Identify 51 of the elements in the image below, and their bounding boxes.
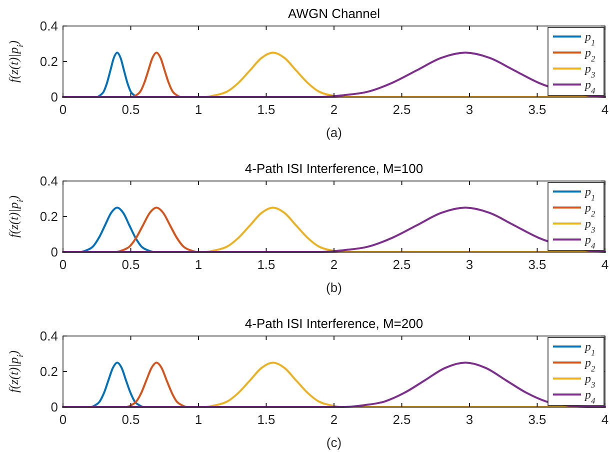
legend-label: p$_{1}$ (584, 184, 596, 202)
x-tick-label: 2 (330, 257, 338, 272)
x-tick-label: 3.5 (528, 257, 546, 272)
chart-title: 4-Path ISI Interference, M=100 (244, 161, 424, 176)
x-tick-label: 1.5 (257, 257, 276, 272)
y-tick-label: 0 (50, 244, 58, 260)
chart-title: AWGN Channel (288, 6, 380, 21)
legend-label: p$_{1}$ (584, 30, 596, 47)
legend-label: p$_{4}$ (584, 232, 596, 250)
x-axis-title: (c) (326, 435, 342, 450)
x-tick-label: 2 (330, 412, 338, 427)
x-tick-label: 1 (194, 412, 202, 427)
y-tick-label: 0.2 (40, 209, 58, 224)
x-tick-label: 3 (466, 102, 474, 117)
legend-label: p$_{4}$ (584, 78, 596, 95)
x-tick-label: 3.5 (528, 412, 546, 427)
x-tick-label: 3 (466, 257, 474, 272)
legend-label: p$_{3}$ (584, 62, 596, 79)
x-tick-label: 0.5 (122, 257, 140, 272)
y-tick-label: 0.4 (40, 18, 58, 34)
x-tick-label: 2.5 (392, 412, 411, 427)
chart-title: 4-Path ISI Interference, M=200 (244, 316, 424, 331)
x-tick-label: 1 (194, 257, 202, 272)
x-tick-label: 4 (601, 257, 609, 272)
x-tick-label: 3 (466, 412, 474, 427)
x-axis-title: (a) (326, 125, 342, 140)
x-tick-label: 3.5 (528, 102, 546, 117)
x-tick-label: 1 (194, 102, 202, 117)
x-tick-label: 1.5 (257, 102, 276, 117)
x-tick-label: 1.5 (257, 412, 276, 427)
x-tick-label: 2 (330, 102, 338, 117)
x-tick-label: 2.5 (392, 102, 411, 117)
legend-label: p$_{3}$ (584, 372, 596, 389)
x-tick-label: 0.5 (122, 102, 140, 117)
x-tick-label: 0.5 (122, 412, 140, 427)
y-tick-label: 0.4 (40, 328, 58, 344)
x-tick-label: 4 (601, 412, 609, 427)
legend-label: p$_{2}$ (584, 200, 596, 218)
x-axis-title: (b) (326, 280, 342, 295)
y-tick-label: 0.2 (40, 364, 58, 379)
legend-label: p$_{2}$ (584, 356, 596, 373)
y-tick-label: 0.4 (40, 174, 58, 188)
legend-label: p$_{3}$ (584, 216, 596, 234)
y-tick-label: 0 (50, 90, 58, 104)
legend-label: p$_{4}$ (584, 388, 596, 405)
legend-label: p$_{1}$ (584, 340, 596, 357)
y-tick-label: 0 (50, 400, 58, 414)
x-tick-label: 2.5 (392, 257, 411, 272)
x-tick-label: 4 (601, 102, 609, 117)
y-tick-label: 0.2 (40, 54, 58, 69)
legend-label: p$_{2}$ (584, 46, 596, 63)
